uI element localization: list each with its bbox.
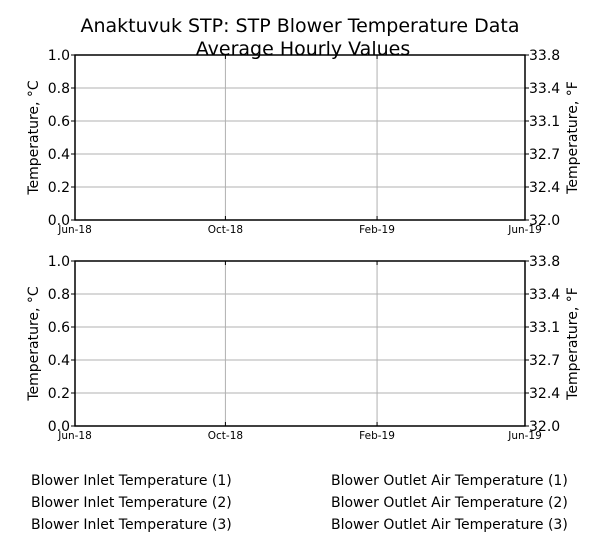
y-axis-label-celsius: Temperature, °C: [26, 286, 42, 402]
y-tick-label-fahrenheit: 32.7: [529, 147, 560, 163]
top-panel: 0.0 32.0 0.2 32.4 0.4 32.7 0.6 33.1 0.8 33.4 1.0 33…: [26, 48, 581, 236]
y-tick-label-celsius: 0.0: [48, 213, 70, 229]
y-tick-label-celsius: 0.4: [48, 353, 70, 369]
y-tick-label-celsius: 0.2: [48, 386, 70, 402]
y-tick-label-celsius: 0.6: [48, 320, 70, 336]
x-tick-label: Jun-18: [57, 224, 92, 236]
x-tick-label: Feb-19: [359, 430, 395, 442]
y-tick-label-fahrenheit: 32.4: [529, 180, 560, 196]
x-tick-label: Oct-18: [208, 430, 243, 442]
y-axis-label-fahrenheit: Temperature, °F: [565, 287, 581, 401]
legend-entry-outlet-2: Blower Outlet Air Temperature (2): [331, 495, 568, 511]
x-tick-label: Feb-19: [359, 224, 395, 236]
y-tick-label-celsius: 1.0: [48, 254, 70, 270]
legend-entry-outlet-3: Blower Outlet Air Temperature (3): [331, 517, 568, 533]
y-tick-label-fahrenheit: 33.8: [529, 254, 560, 270]
legend-entry-inlet-1: Blower Inlet Temperature (1): [31, 473, 232, 489]
y-tick-label-fahrenheit: 33.1: [529, 320, 560, 336]
y-tick-label-fahrenheit: 33.1: [529, 114, 560, 130]
y-tick-label-celsius: 0.2: [48, 180, 70, 196]
x-tick-label: Jun-19: [507, 430, 542, 442]
y-tick-label-celsius: 0.6: [48, 114, 70, 130]
y-tick-label-celsius: 0.0: [48, 419, 70, 435]
y-tick-label-celsius: 1.0: [48, 48, 70, 64]
y-tick-label-fahrenheit: 32.0: [529, 213, 560, 229]
y-tick-label-fahrenheit: 32.0: [529, 419, 560, 435]
y-tick-label-celsius: 0.8: [48, 81, 70, 97]
x-tick-label: Oct-18: [208, 224, 243, 236]
y-tick-label-celsius: 0.8: [48, 287, 70, 303]
chart-title-line-1: Anaktuvuk STP: STP Blower Temperature Da…: [80, 15, 519, 37]
y-tick-label-celsius: 0.4: [48, 147, 70, 163]
plot-frame: [74, 54, 526, 221]
chart-title-line-2: Average Hourly Values: [196, 38, 410, 60]
bottom-panel: 0.0 32.0 0.2 32.4 0.4 32.7 0.6 33.1 0.8 33.4 1.0 33…: [26, 254, 581, 442]
y-tick-label-fahrenheit: 33.4: [529, 81, 560, 97]
y-tick-label-fahrenheit: 33.4: [529, 287, 560, 303]
y-tick-label-fahrenheit: 33.8: [529, 48, 560, 64]
plot-frame: [74, 260, 526, 427]
legend-entry-inlet-2: Blower Inlet Temperature (2): [31, 495, 232, 511]
legend-entry-inlet-3: Blower Inlet Temperature (3): [31, 517, 232, 533]
y-tick-label-fahrenheit: 32.4: [529, 386, 560, 402]
legend-entry-outlet-1: Blower Outlet Air Temperature (1): [331, 473, 568, 489]
x-tick-label: Jun-18: [57, 430, 92, 442]
y-tick-label-fahrenheit: 32.7: [529, 353, 560, 369]
y-axis-label-fahrenheit: Temperature, °F: [565, 81, 581, 195]
y-axis-label-celsius: Temperature, °C: [26, 80, 42, 196]
x-tick-label: Jun-19: [507, 224, 542, 236]
